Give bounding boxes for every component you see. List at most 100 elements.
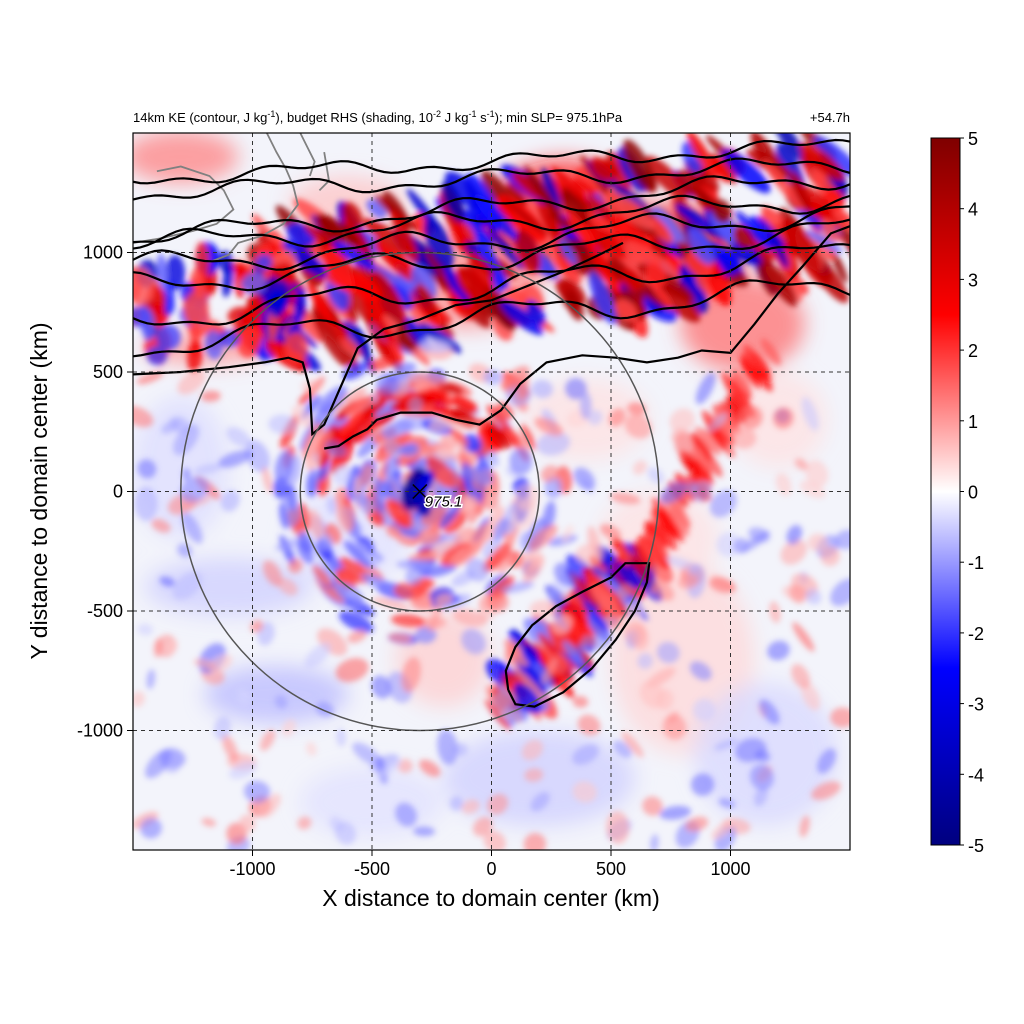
shading-cell bbox=[262, 467, 273, 494]
shading-cell bbox=[572, 781, 597, 803]
shading-cell bbox=[669, 408, 695, 434]
shading-cell bbox=[590, 157, 616, 182]
shading-cell bbox=[606, 151, 631, 194]
shading-cell bbox=[692, 698, 716, 722]
range-rings bbox=[180, 251, 660, 732]
shading-cell bbox=[439, 501, 462, 529]
shading-cell bbox=[151, 518, 171, 533]
shading-cell bbox=[695, 372, 716, 405]
shading-cell bbox=[318, 534, 334, 550]
shading-cell bbox=[317, 385, 348, 415]
shading-cell bbox=[767, 133, 810, 167]
shading-cell bbox=[146, 345, 168, 366]
shading-cell bbox=[637, 653, 653, 669]
shading-cell bbox=[385, 524, 402, 539]
shading-cell bbox=[710, 156, 728, 183]
shading-cell bbox=[311, 308, 348, 367]
shading-cell bbox=[530, 791, 550, 812]
shading-cell bbox=[133, 405, 154, 428]
shading-cell bbox=[282, 239, 328, 278]
shading-cell bbox=[817, 748, 837, 774]
forecast-time-label: +54.7h bbox=[810, 110, 850, 125]
storm-center: 975.1 bbox=[412, 483, 464, 512]
shading-cell bbox=[201, 817, 216, 827]
shading-cell bbox=[708, 412, 728, 432]
shading-cell bbox=[172, 571, 203, 600]
shading-cell bbox=[639, 680, 666, 709]
shading-cell bbox=[763, 159, 806, 212]
shading-cell bbox=[134, 486, 158, 522]
shading-cell bbox=[413, 826, 436, 837]
shading-cell bbox=[372, 597, 410, 610]
shading-cell bbox=[182, 468, 191, 481]
shading-cell bbox=[443, 265, 470, 304]
shading-cell bbox=[523, 165, 562, 220]
shading-cell bbox=[749, 764, 774, 791]
shading-cell bbox=[332, 463, 352, 486]
shading-cell bbox=[531, 379, 553, 399]
shading-cell bbox=[392, 512, 413, 529]
shading-cell bbox=[561, 524, 574, 543]
shading-cell bbox=[297, 816, 312, 830]
shading-cell bbox=[193, 658, 217, 669]
shading-cell bbox=[372, 409, 390, 421]
shading-cell bbox=[416, 528, 442, 546]
shading-cell bbox=[623, 139, 656, 191]
shading-cell bbox=[659, 805, 692, 820]
shading-cell bbox=[541, 168, 562, 211]
shading-cell bbox=[569, 572, 599, 607]
shading-cell bbox=[472, 816, 493, 837]
shading-cell bbox=[437, 729, 458, 765]
shading-cell bbox=[493, 689, 514, 710]
shading-cell bbox=[598, 594, 615, 613]
shading-cell bbox=[338, 611, 374, 633]
shading-cell bbox=[486, 404, 508, 427]
shading-cell bbox=[807, 533, 828, 552]
shading-cell bbox=[354, 492, 369, 507]
shading-cell bbox=[733, 226, 754, 250]
shading-cell bbox=[711, 820, 735, 840]
colorbar-tick-label: 1 bbox=[968, 412, 978, 432]
shading-blob bbox=[133, 133, 239, 184]
shading-cell bbox=[194, 463, 223, 475]
shading-cell bbox=[413, 490, 432, 517]
shading-cell bbox=[694, 426, 716, 453]
shading-cell bbox=[291, 406, 316, 430]
shading-cell bbox=[486, 590, 509, 613]
shading-cell bbox=[217, 450, 253, 468]
colorbar bbox=[930, 137, 961, 846]
shading-cell bbox=[814, 136, 850, 179]
shading-cell bbox=[481, 488, 499, 511]
shading-cell bbox=[521, 739, 543, 761]
shading-cell bbox=[342, 362, 369, 380]
colorbar-tick-label: 3 bbox=[968, 270, 978, 290]
shading-cell bbox=[436, 381, 464, 395]
shading-cell bbox=[500, 581, 535, 594]
shading-cell bbox=[137, 459, 157, 479]
shading-cell bbox=[588, 410, 603, 425]
shading-cell bbox=[794, 458, 808, 471]
shading-cell bbox=[390, 614, 426, 627]
shading-cell bbox=[315, 429, 332, 456]
colorbar-tick-label: -4 bbox=[968, 765, 984, 785]
shading-blob bbox=[204, 665, 349, 724]
shading-cell bbox=[521, 644, 540, 664]
shading-cell bbox=[366, 199, 387, 219]
shading-cell bbox=[805, 588, 822, 605]
shading-cell bbox=[339, 557, 369, 584]
shading-cell bbox=[420, 563, 458, 578]
shading-cell bbox=[540, 658, 558, 685]
shading-cell bbox=[352, 742, 381, 765]
shading-cell bbox=[236, 326, 261, 359]
shading-cell bbox=[610, 492, 641, 505]
x-tick-label: 500 bbox=[596, 859, 626, 879]
ke-contour bbox=[133, 241, 624, 437]
shading-cell bbox=[483, 830, 506, 850]
shading-cell bbox=[630, 625, 649, 651]
y-axis: -1000 -500 0 500 1000 bbox=[77, 243, 133, 741]
shading-cell bbox=[461, 799, 480, 814]
shading-cell bbox=[209, 654, 233, 674]
shading-cell bbox=[536, 431, 571, 456]
shading-cell bbox=[222, 262, 234, 298]
shading-cell bbox=[374, 239, 419, 283]
